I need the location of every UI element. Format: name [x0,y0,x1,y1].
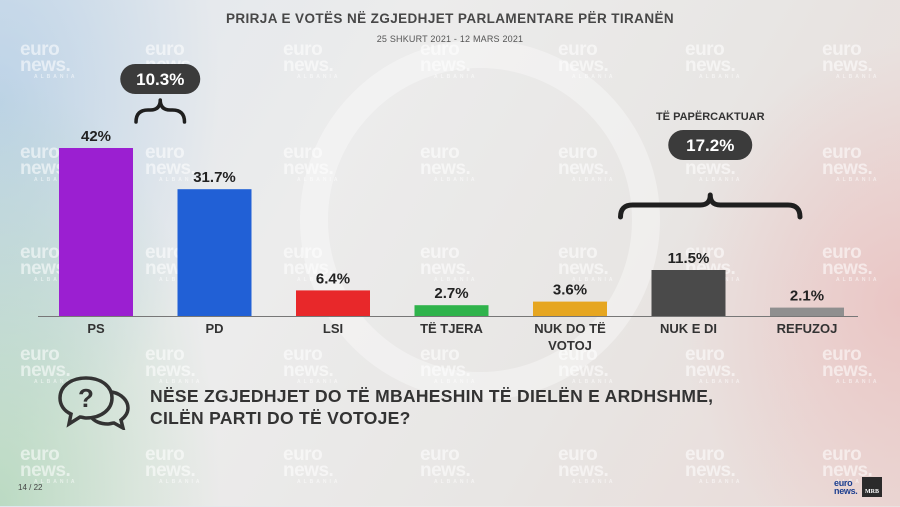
category-label-t-tjera: TË TJERA [420,321,483,336]
bar-nuk-e-di [651,270,726,316]
category-label-ps: PS [87,321,105,336]
data-label-nuk-e-di: 11.5% [668,250,710,267]
bar-t-tjera [414,305,489,316]
annotation-undecided-total-pill [668,130,753,160]
bar-ps [59,148,133,316]
bar-lsi [296,290,370,316]
bar-nuk-do-t-votoj [533,301,607,316]
background-tint-right [640,0,900,506]
bar-pd [177,189,252,316]
data-label-lsi: 6.4% [316,270,350,287]
chart-title: PRIRJA E VOTËS NË ZGJEDHJET PARLAMENTARE… [225,11,675,26]
category-label-refuzoj: REFUZOJ [777,321,838,336]
question-bubbles-icon: ? [58,376,130,430]
annotation-ps-pd-difference-label: 10.3% [136,70,184,89]
annotation-undecided-total-label: 17.2% [686,136,734,155]
data-label-pd: 31.7% [193,169,236,186]
bar-refuzoj [770,307,844,316]
brace-undecided [618,192,803,220]
brace-ps-pd [134,98,187,124]
category-label-nuk-e-di: NUK E DI [660,321,717,336]
category-label-pd: PD [205,321,223,336]
category-label-lsi: LSI [323,321,343,336]
mrb-logo: MRB [862,477,882,497]
page-number: 14 / 22 [18,483,43,492]
annotation-undecided-title: TË PAPËRCAKTUAR [656,110,765,123]
svg-text:?: ? [78,383,94,413]
euronews-logo: euro news. [834,478,858,496]
category-label-nuk-do-t-votoj: NUK DO TË VOTOJ [534,321,606,353]
data-label-nuk-do-t-votoj: 3.6% [553,282,587,299]
chart-subtitle: 25 SHKURT 2021 - 12 MARS 2021 [376,34,524,44]
data-label-refuzoj: 2.1% [790,288,824,305]
data-label-ps: 42% [81,128,111,145]
annotation-ps-pd-difference-pill [120,64,201,94]
survey-question: NËSE ZGJEDHJET DO TË MBAHESHIN TË DIELËN… [150,385,770,429]
survey-question-line2: CILËN PARTI DO TË VOTOJE? [150,408,411,428]
survey-question-line1: NËSE ZGJEDHJET DO TË MBAHESHIN TË DIELËN… [150,386,714,406]
data-label-t-tjera: 2.7% [434,285,468,302]
